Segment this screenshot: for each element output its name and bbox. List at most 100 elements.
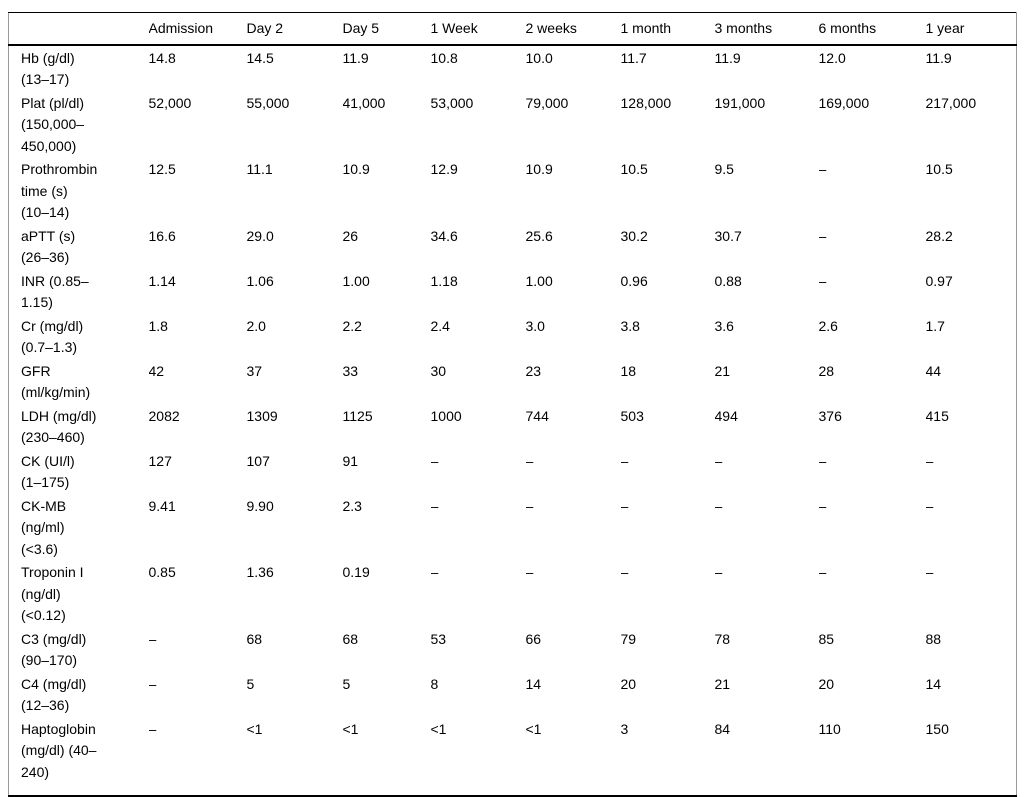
value-cell: 11.9 (925, 49, 952, 66)
value-cell: 12.5 (148, 161, 176, 177)
value-cell: 21 (714, 675, 731, 692)
value-cell: 29.0 (246, 227, 274, 244)
table-row: CK (UI/l) (1–175) 127 107 91 – – – – – – (9, 449, 1017, 494)
value-cell: 20 (818, 675, 835, 692)
value-cell: 14 (525, 675, 542, 692)
value-cell: 217,000 (925, 94, 977, 111)
row-label: Cr (mg/dl) (0.7–1.3) (21, 317, 84, 356)
value-cell: 20 (620, 675, 637, 692)
value-cell: 0.96 (620, 272, 648, 289)
value-cell: 503 (620, 407, 644, 424)
value-cell: 11.7 (620, 49, 647, 66)
row-label: LDH (mg/dl) (230–460) (21, 407, 97, 446)
value-cell: 30.2 (620, 227, 648, 244)
value-cell: 2.3 (342, 497, 362, 514)
value-cell: – (818, 564, 827, 580)
row-label: CK (UI/l) (1–175) (21, 452, 75, 491)
value-cell: 11.9 (342, 49, 369, 66)
value-cell: 14 (925, 675, 942, 692)
value-cell: – (525, 497, 534, 514)
value-cell: 91 (342, 452, 359, 469)
value-cell: 1000 (430, 407, 462, 424)
column-header: Day 2 (246, 12, 343, 46)
value-cell: – (925, 564, 934, 580)
value-cell: 18 (620, 362, 637, 379)
value-cell: 30.7 (714, 227, 742, 244)
table-row: Plat (pl/dl) (150,000– 450,000) 52,000 55,… (9, 91, 1017, 158)
value-cell: 9.41 (148, 497, 176, 514)
value-cell: 79,000 (525, 94, 569, 111)
value-cell: – (818, 452, 827, 469)
value-cell: 11.1 (246, 161, 273, 177)
value-cell: 3.0 (525, 317, 545, 334)
row-label: Plat (pl/dl) (150,000– 450,000) (21, 94, 85, 154)
table-body: Hb (g/dl) (13–17) 14.8 14.5 11.9 10.8 10.0 11.… (9, 45, 1017, 797)
value-cell: 2.6 (818, 317, 838, 334)
value-cell: 3.8 (620, 317, 640, 334)
value-cell: 2082 (148, 407, 180, 424)
value-cell: 1.14 (148, 272, 176, 289)
value-cell: 3 (620, 720, 629, 737)
table-row: CK-MB (ng/ml) (<3.6) 9.41 9.90 2.3 – – – – – – (9, 494, 1017, 561)
value-cell: 191,000 (714, 94, 766, 111)
value-cell: 10.5 (925, 161, 953, 177)
value-cell: <1 (430, 720, 447, 737)
value-cell: 10.9 (525, 161, 553, 177)
value-cell: 10.5 (620, 161, 648, 177)
value-cell: – (620, 452, 629, 469)
value-cell: 8 (430, 675, 439, 692)
value-cell: 2.4 (430, 317, 450, 334)
corner-cell (8, 12, 149, 46)
value-cell: 30 (430, 362, 447, 379)
value-cell: <1 (246, 720, 263, 737)
value-cell: 9.5 (714, 161, 734, 177)
value-cell: 1.36 (246, 564, 274, 580)
value-cell: 55,000 (246, 94, 290, 111)
column-header: 1 month (620, 12, 715, 46)
value-cell: 1309 (246, 407, 278, 424)
row-label: INR (0.85– 1.15) (21, 272, 89, 311)
value-cell: 12.0 (818, 49, 846, 66)
value-cell: 85 (818, 630, 835, 647)
value-cell: 107 (246, 452, 270, 469)
table-row: INR (0.85– 1.15) 1.14 1.06 1.00 1.18 1.00 0.96… (9, 269, 1017, 314)
value-cell: – (430, 564, 439, 580)
value-cell: 5 (342, 675, 351, 692)
value-cell: – (148, 720, 157, 737)
column-header: Admission (148, 12, 247, 46)
value-cell: 42 (148, 362, 165, 379)
value-cell: 52,000 (148, 94, 192, 111)
value-cell: 84 (714, 720, 731, 737)
row-label: Prothrombin time (s) (10–14) (21, 161, 98, 220)
value-cell: 21 (714, 362, 731, 379)
value-cell: 0.19 (342, 564, 370, 580)
value-cell: 127 (148, 452, 172, 469)
value-cell: 2.0 (246, 317, 266, 334)
value-cell: 12.9 (430, 161, 458, 177)
value-cell: – (714, 497, 723, 514)
value-cell: – (525, 564, 534, 580)
column-header: 1 year (925, 12, 1017, 46)
row-label: GFR (ml/kg/min) (21, 362, 91, 401)
value-cell: 0.88 (714, 272, 742, 289)
value-cell: 11.9 (714, 49, 741, 66)
value-cell: 41,000 (342, 94, 386, 111)
value-cell: – (925, 452, 934, 469)
value-cell: 53 (430, 630, 447, 647)
value-cell: 88 (925, 630, 942, 647)
value-cell: 376 (818, 407, 842, 424)
value-cell: 1.00 (342, 272, 370, 289)
column-header: 2 weeks (525, 12, 621, 46)
value-cell: 78 (714, 630, 731, 647)
value-cell: 10.0 (525, 49, 553, 66)
value-cell: 26 (342, 227, 359, 244)
row-label: C3 (mg/dl) (90–170) (21, 630, 87, 669)
value-cell: – (818, 497, 827, 514)
value-cell: 79 (620, 630, 637, 647)
row-label: Haptoglobin (mg/dl) (40– 240) (21, 720, 97, 780)
value-cell: – (525, 452, 534, 469)
table-row: GFR (ml/kg/min) 42 37 33 30 23 18 21 28 44 (9, 359, 1017, 404)
